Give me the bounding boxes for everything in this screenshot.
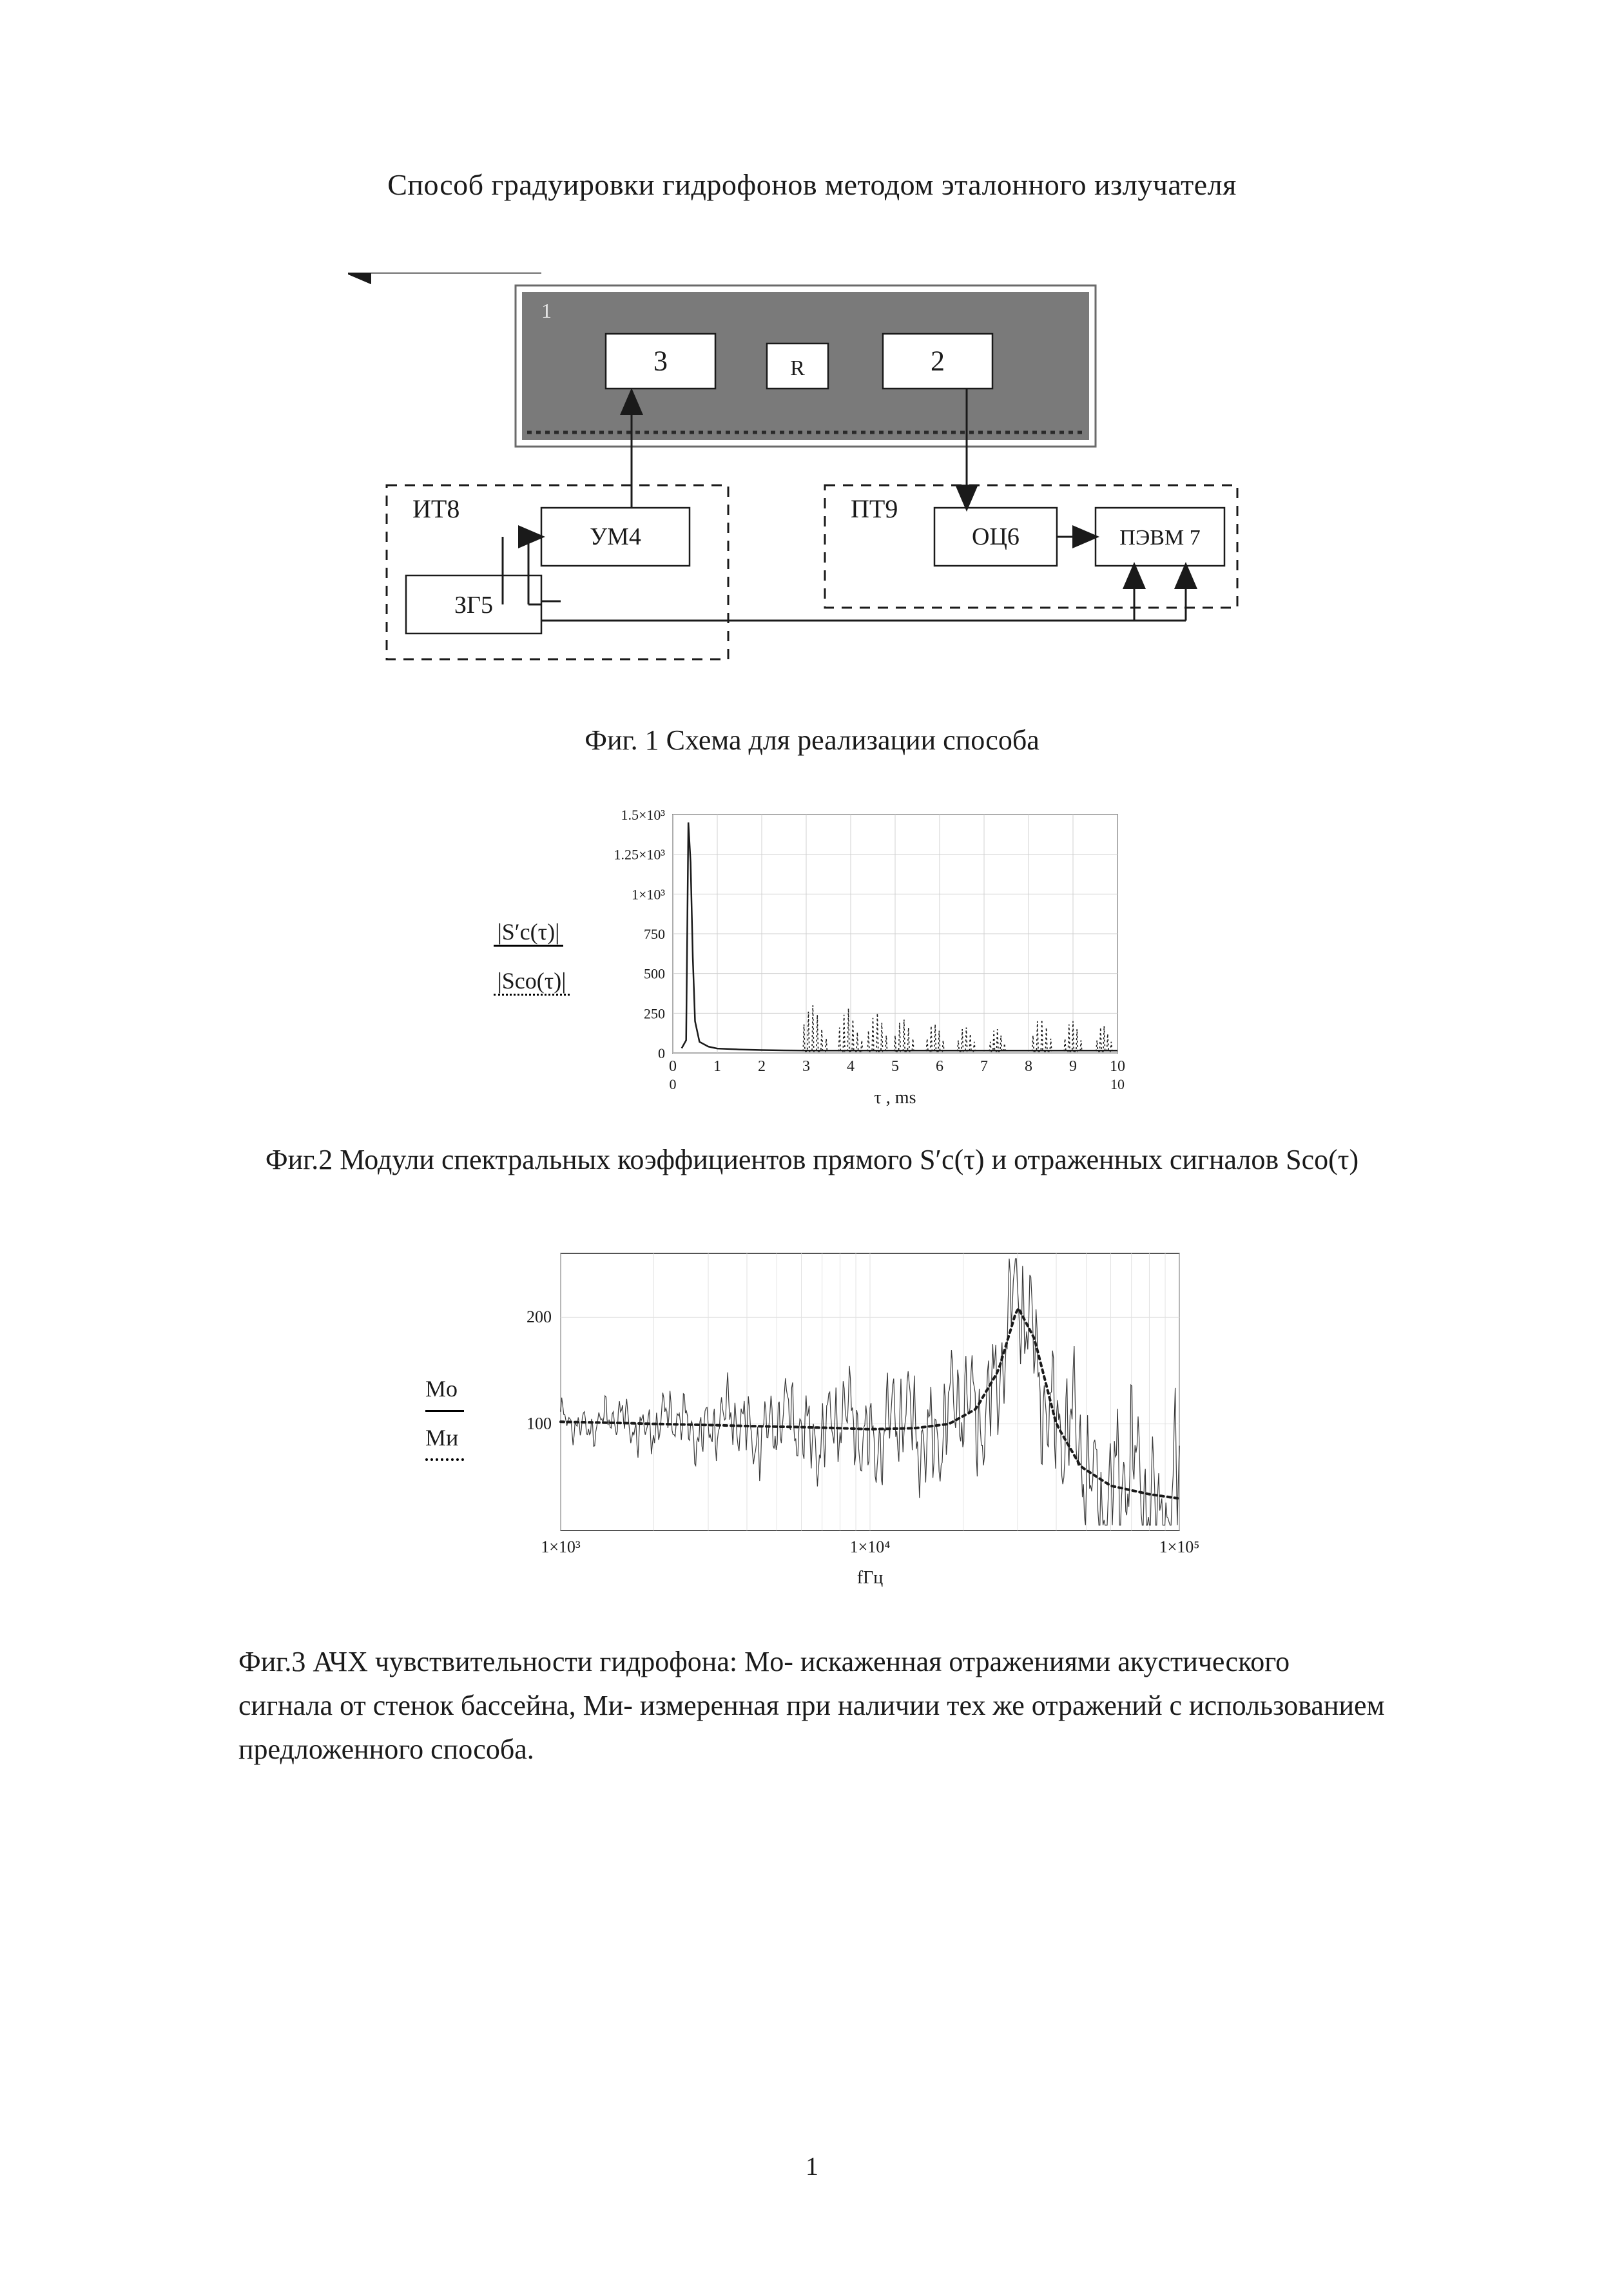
svg-text:750: 750 — [644, 926, 665, 942]
svg-text:0: 0 — [658, 1045, 665, 1061]
svg-text:6: 6 — [936, 1058, 943, 1075]
svg-text:3: 3 — [802, 1058, 810, 1075]
fig1-caption: Фиг. 1 Схема для реализации способа — [213, 724, 1411, 757]
svg-text:ПТ9: ПТ9 — [851, 494, 898, 523]
svg-text:0: 0 — [669, 1058, 677, 1075]
page-number: 1 — [0, 2151, 1624, 2181]
svg-text:1×10³: 1×10³ — [541, 1538, 581, 1556]
svg-text:τ , ms: τ , ms — [875, 1088, 916, 1108]
svg-text:2: 2 — [931, 345, 945, 377]
svg-text:9: 9 — [1069, 1058, 1077, 1075]
svg-text:УМ4: УМ4 — [590, 523, 641, 550]
svg-text:1×10⁴: 1×10⁴ — [850, 1538, 891, 1556]
fig3-legend-a: Mо — [425, 1368, 458, 1410]
fig2-caption: Фиг.2 Модули спектральных коэффициентов … — [213, 1143, 1411, 1176]
svg-text:1×10⁵: 1×10⁵ — [1159, 1538, 1199, 1556]
svg-text:1.5×10³: 1.5×10³ — [621, 807, 666, 823]
fig2-legend-a: |S′c(τ)| — [494, 919, 564, 947]
svg-text:1.25×10³: 1.25×10³ — [614, 847, 666, 863]
fig3-legend-a-line — [425, 1410, 464, 1412]
svg-text:0: 0 — [670, 1076, 677, 1092]
svg-text:10: 10 — [1110, 1058, 1125, 1075]
svg-text:500: 500 — [644, 966, 665, 982]
svg-text:ЗГ5: ЗГ5 — [454, 592, 493, 619]
fig1-diagram: 1 3 R 2 ИТ8 ПТ9 УМ4 ЗГ5 ОЦ6 ПЭВМ 7 — [348, 273, 1276, 685]
svg-text:1: 1 — [713, 1058, 721, 1075]
svg-text:5: 5 — [891, 1058, 899, 1075]
svg-text:R: R — [790, 356, 805, 380]
svg-text:7: 7 — [980, 1058, 988, 1075]
fig3-caption: Фиг.3 АЧХ чувствительности гидрофона: Mо… — [238, 1640, 1386, 1772]
fig3-container: Mо Mи 100 200 1×10³ 1×10⁴ 1×10⁵ fГц — [213, 1234, 1411, 1595]
svg-text:1×10³: 1×10³ — [632, 886, 665, 902]
svg-text:1: 1 — [541, 299, 552, 322]
svg-text:4: 4 — [847, 1058, 855, 1075]
fig2-legend-b: |Sco(τ)| — [494, 968, 570, 996]
svg-text:100: 100 — [527, 1414, 552, 1433]
fig2-chart: 0 1 2 3 4 5 6 7 8 9 10 0 250 500 750 1×10³ 1.25×10³ 1.5×1… — [595, 802, 1130, 1111]
svg-text:ОЦ6: ОЦ6 — [972, 523, 1020, 550]
page-title: Способ градуировки гидрофонов методом эт… — [213, 168, 1411, 202]
fig3-legend: Mо Mи — [425, 1368, 464, 1462]
svg-text:10: 10 — [1110, 1076, 1125, 1092]
svg-text:3: 3 — [653, 345, 668, 377]
svg-text:fГц: fГц — [857, 1568, 884, 1588]
svg-text:ИТ8: ИТ8 — [412, 494, 459, 523]
svg-text:2: 2 — [758, 1058, 766, 1075]
fig2-legend: |S′c(τ)| |Sco(τ)| — [494, 914, 570, 998]
fig3-legend-b-line — [425, 1458, 464, 1461]
svg-text:ПЭВМ 7: ПЭВМ 7 — [1119, 526, 1200, 550]
svg-text:8: 8 — [1025, 1058, 1032, 1075]
fig2-container: |S′c(τ)| |Sco(τ)| 0 1 2 3 4 5 6 7 8 9 10 0 250 500 750… — [213, 802, 1411, 1111]
svg-text:250: 250 — [644, 1005, 665, 1021]
fig3-legend-b: Mи — [425, 1417, 458, 1459]
svg-text:200: 200 — [527, 1308, 552, 1326]
fig3-chart: 100 200 1×10³ 1×10⁴ 1×10⁵ fГц — [490, 1234, 1199, 1595]
